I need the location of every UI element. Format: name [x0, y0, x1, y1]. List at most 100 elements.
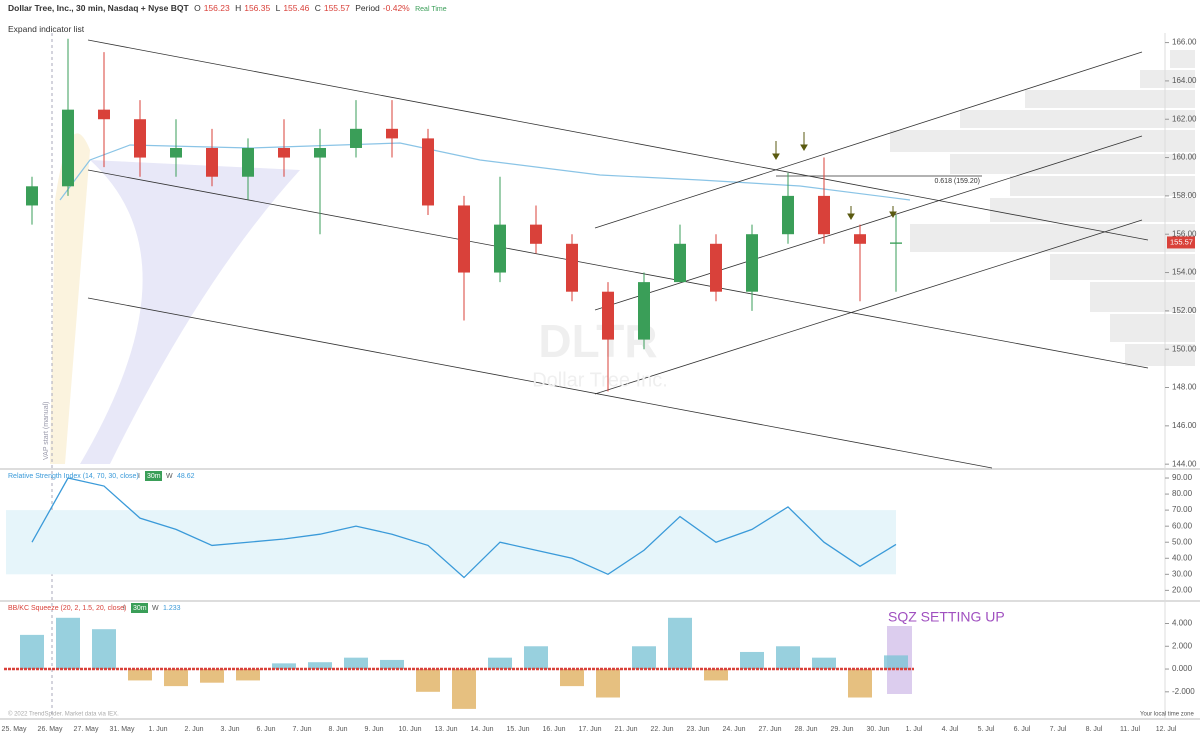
vp-bar	[1170, 50, 1195, 68]
squeeze-bar	[308, 662, 332, 670]
candle-body	[26, 186, 38, 206]
trend-line	[87, 169, 1149, 369]
vp-bar	[960, 110, 1195, 128]
symbol-title: Dollar Tree, Inc., 30 min, Nasdaq + Nyse…	[8, 3, 189, 13]
vp-bar	[990, 198, 1195, 222]
volume-profile	[890, 50, 1195, 366]
squeeze-bar	[272, 663, 296, 670]
y-tick-label: 156.00	[1172, 229, 1197, 238]
realtime: Real Time	[415, 6, 447, 13]
candle-body	[674, 243, 686, 283]
sqz-tf: 30m	[133, 605, 147, 612]
sqz-note: SQZ SETTING UP	[888, 609, 1005, 625]
y-tick-label: 2.000	[1172, 641, 1193, 650]
x-tick-label: 2. Jun	[184, 726, 203, 733]
rsi-tf-bg	[145, 471, 162, 481]
rsi-w: W	[166, 473, 173, 480]
ribbon	[50, 133, 90, 465]
y-tick-label: 148.00	[1172, 383, 1197, 392]
rsi-tf: 30m	[147, 473, 161, 480]
sqz-title: BB/KC Squeeze (20, 2, 1.5, 20, close)	[8, 605, 126, 612]
o-value: 156.23	[203, 3, 230, 13]
y-tick-label: 60.00	[1172, 521, 1193, 530]
y-tick-label: 160.00	[1172, 153, 1197, 162]
vp-bar	[950, 154, 1195, 174]
squeeze-bar	[632, 646, 656, 670]
y-tick-label: 50.00	[1172, 537, 1193, 546]
x-tick-label: 3. Jun	[220, 726, 239, 733]
y-tick-label: 40.00	[1172, 553, 1193, 562]
squeeze-bar	[560, 669, 584, 687]
arrow-head	[889, 211, 897, 218]
y-tick-label: -2.000	[1172, 687, 1195, 696]
l-label: L	[275, 3, 281, 13]
y-tick-label: 20.00	[1172, 585, 1193, 594]
vp-bar	[890, 130, 1195, 152]
h-label: H	[235, 3, 242, 13]
arrow-head	[847, 213, 855, 220]
x-tick-label: 27. May	[74, 726, 99, 733]
squeeze-bar	[92, 629, 116, 670]
vp-bar	[1140, 70, 1195, 88]
candle-body	[134, 119, 146, 158]
squeeze-bar	[344, 657, 368, 670]
copyright: © 2022 TrendSpider. Market data via IEX.	[8, 711, 119, 718]
price-tag-label: 155.57	[1170, 237, 1193, 246]
expand-indicators[interactable]: Expand indicator list	[8, 24, 85, 34]
vp-bar	[1090, 282, 1195, 312]
fib-label: 0.618 (159.20)	[934, 178, 980, 185]
squeeze-bar	[56, 617, 80, 670]
y-tick-label: 150.00	[1172, 344, 1197, 353]
c-value: 155.57	[323, 3, 350, 13]
squeeze-bar	[776, 646, 800, 670]
squeeze-bar	[236, 669, 260, 681]
l-value: 155.46	[283, 3, 310, 13]
x-tick-label: 12. Jul	[1156, 726, 1177, 733]
candle-body	[350, 128, 362, 148]
rsi-title: Relative Strength Index (14, 70, 30, clo…	[8, 473, 139, 480]
x-tick-label: 22. Jun	[651, 726, 674, 733]
candle-body	[242, 147, 254, 177]
rsi-band	[6, 510, 896, 575]
x-tick-label: 26. May	[38, 726, 63, 733]
x-tick-label: 7. Jun	[292, 726, 311, 733]
arrows	[772, 132, 897, 220]
candle-body	[170, 147, 182, 158]
squeeze-bar	[416, 669, 440, 692]
y-tick-label: 70.00	[1172, 505, 1193, 514]
candle-body	[386, 128, 398, 139]
trend-line	[594, 51, 1143, 229]
vp-bar	[1010, 176, 1195, 196]
squeeze-bar	[380, 659, 404, 670]
x-tick-label: 6. Jul	[1014, 726, 1031, 733]
h-value: 156.35	[244, 3, 271, 13]
vp-bar	[910, 224, 1195, 252]
y-tick-label: 152.00	[1172, 306, 1197, 315]
trend-lines	[87, 39, 1149, 469]
squeeze-bar	[20, 634, 44, 670]
squeeze-bar	[164, 669, 188, 687]
vp-bar	[1110, 314, 1195, 342]
vp-bar	[1025, 90, 1195, 108]
vp-bar	[1050, 254, 1195, 280]
squeeze-bar	[128, 669, 152, 681]
sqz-tf-bg	[131, 603, 148, 613]
candle-body	[62, 109, 74, 187]
y-tick-label: 80.00	[1172, 489, 1193, 498]
candle-body	[422, 138, 434, 206]
x-tick-label: 10. Jun	[399, 726, 422, 733]
squeeze-bar	[452, 669, 476, 709]
x-tick-label: 9. Jun	[364, 726, 383, 733]
x-tick-label: 29. Jun	[831, 726, 854, 733]
candle-body	[782, 195, 794, 235]
squeeze-bar	[200, 669, 224, 683]
candle-body	[530, 224, 542, 244]
squeeze-bar	[488, 657, 512, 670]
moving-average	[59, 142, 911, 201]
header: Dollar Tree, Inc., 30 min, Nasdaq + Nyse…	[8, 3, 450, 13]
y-tick-label: 166.00	[1172, 38, 1197, 47]
watermark-name: Dollar Tree Inc.	[532, 369, 668, 391]
trend-line	[87, 39, 1149, 241]
